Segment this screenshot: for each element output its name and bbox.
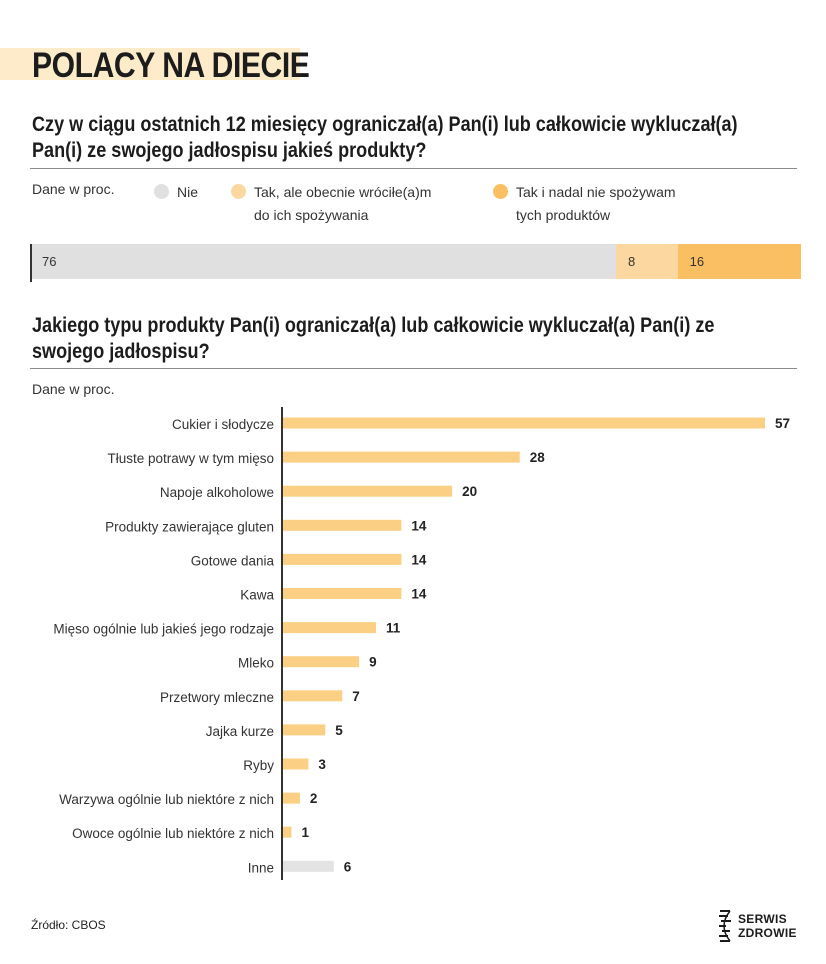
bar [283,690,343,702]
bar [283,485,453,497]
stacked-segment: 76 [30,244,616,279]
category-label: Kawa [240,588,274,603]
bar-value-label: 28 [530,450,546,465]
title-highlight [0,48,300,80]
legend-label: Tak i nadal nie spożywam [516,184,676,200]
category-label: Inne [248,860,274,875]
bar-value-label: 9 [369,655,377,670]
bar-value-label: 3 [318,757,326,772]
bar [283,826,292,838]
category-label: Jajka kurze [206,724,274,739]
stacked-bar-axis [30,244,32,282]
bar [283,792,300,804]
category-label: Gotowe dania [191,553,275,568]
bar [283,860,334,872]
units-note-1: Dane w proc. [32,181,115,197]
serwis-zdrowie-logo: SERWIS ZDROWIE [716,910,806,942]
question-1: Czy w ciągu ostatnich 12 miesięcy ograni… [32,113,738,162]
category-label: Przetwory mleczne [160,690,274,705]
category-label: Cukier i słodycze [172,417,274,432]
bar-value-label: 57 [775,416,790,431]
category-label: Ryby [243,758,274,773]
legend-dot-icon [231,184,246,199]
units-note-2: Dane w proc. [32,381,115,397]
bar-value-label: 2 [310,791,318,806]
logo-line-2: ZDROWIE [738,926,797,940]
category-label: Owoce ogólnie lub niektóre z nich [72,826,274,841]
bar-value-label: 5 [335,723,343,738]
logo-text: SERWIS ZDROWIE [738,912,797,940]
divider-2 [30,368,797,369]
logo-line-1: SERWIS [738,912,787,926]
category-label: Napoje alkoholowe [160,485,274,500]
bar [283,417,765,429]
bar-value-label: 7 [352,689,360,704]
question-2: Jakiego typu produkty Pan(i) ograniczał(… [32,314,715,363]
bar [283,724,326,736]
bar [283,758,309,770]
bar-value-label: 1 [301,825,309,840]
bar [283,451,520,463]
stacked-segment: 16 [677,244,801,279]
bar [283,656,360,668]
stacked-segment: 8 [615,244,678,279]
stacked-segment-value: 76 [42,254,57,269]
bar-value-label: 6 [344,859,352,874]
bar-value-label: 14 [411,518,427,533]
bar-value-label: 11 [386,621,401,636]
legend-dot-icon [493,184,508,199]
bar-value-label: 14 [411,552,427,567]
category-label: Produkty zawierające gluten [105,519,274,534]
bar [283,588,402,599]
bar [283,622,377,634]
bar [283,553,402,565]
stacked-segment-value: 16 [689,254,705,269]
bar-value-label: 14 [411,587,427,602]
legend-dot-icon [154,184,169,199]
category-label: Tłuste potrawy w tym mięso [107,451,274,466]
legend-label: Tak, ale obecnie wróciłe(a)m [254,184,432,200]
legend-label-line2: do ich spożywania [254,207,369,223]
page-title: POLACY NA DIECIE [32,46,310,85]
legend-label-line2: tych produktów [516,207,611,223]
category-label: Mleko [238,656,274,671]
divider-1 [30,168,797,169]
source-note: Źródło: CBOS [31,918,106,932]
category-label: Warzywa ogólnie lub niektóre z nich [59,792,274,807]
bar [283,519,402,531]
category-label: Mięso ogólnie lub jakieś jego rodzaje [53,622,274,637]
stacked-bar: 76 8 16 [30,244,801,279]
bar-value-label: 20 [462,484,477,499]
legend-label: Nie [177,184,199,200]
stacked-segment-value: 8 [627,254,636,269]
dna-icon [719,910,731,942]
